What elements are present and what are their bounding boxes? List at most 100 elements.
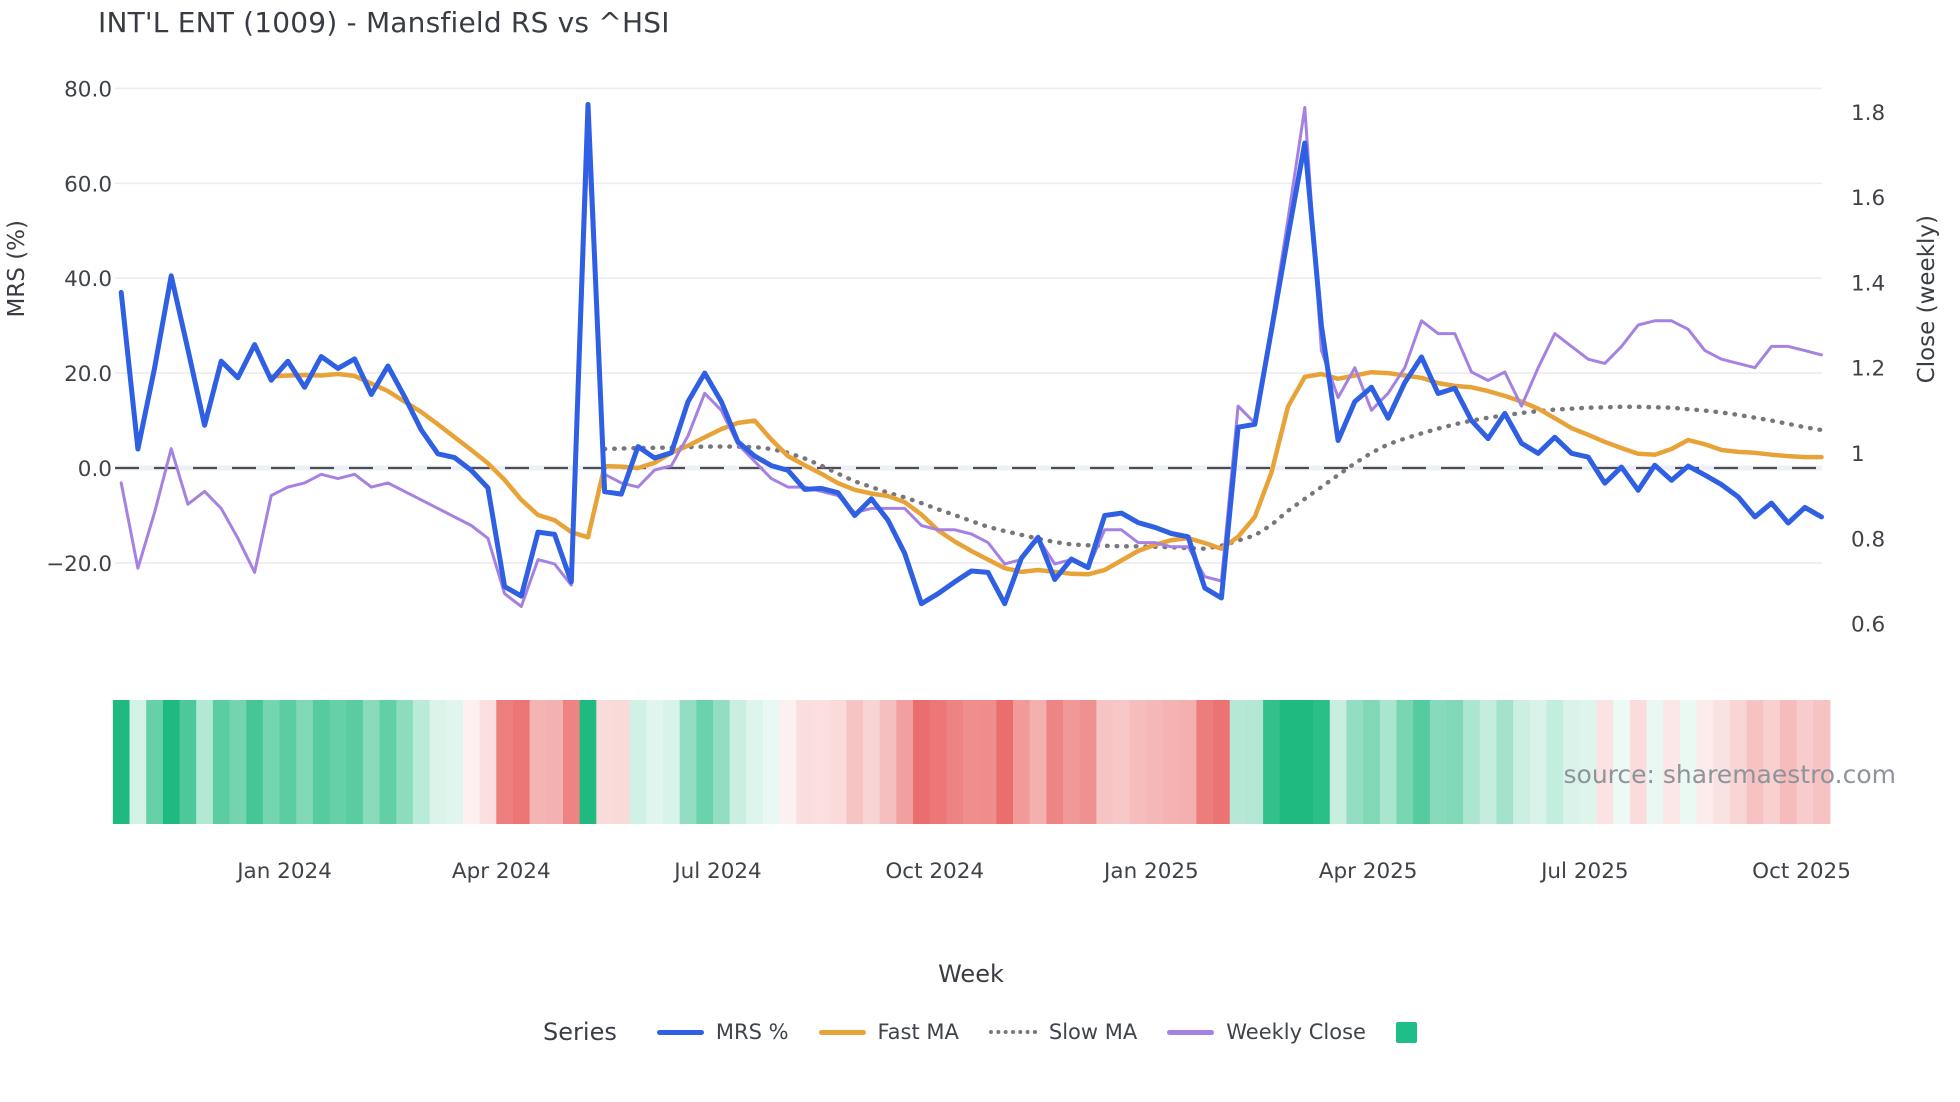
- right-axis-tick: 1.8: [1851, 101, 1885, 126]
- heatmap-cell: [512, 700, 531, 824]
- left-axis-tick: 20.0: [64, 362, 112, 387]
- legend-item-mrs-[interactable]: MRS %: [656, 1020, 789, 1044]
- legend-swatch: [1167, 1029, 1215, 1035]
- legend-label: Weekly Close: [1226, 1020, 1366, 1044]
- legend-item-weekly-close[interactable]: Weekly Close: [1167, 1020, 1366, 1044]
- heatmap-cell: [1029, 700, 1047, 824]
- heatmap-cell: [346, 700, 364, 824]
- heatmap-cell: [1546, 700, 1564, 824]
- heatmap-cell: [246, 700, 264, 824]
- heatmap-cell: [662, 700, 681, 824]
- heatmap-cell: [412, 700, 431, 824]
- heatmap-cell: [729, 700, 747, 824]
- heatmap-cell: [1396, 700, 1414, 824]
- heatmap-cell: [1213, 700, 1231, 824]
- heatmap-cell: [1813, 700, 1831, 824]
- heatmap-cell: [1246, 700, 1264, 824]
- heatmap-cell: [1663, 700, 1681, 824]
- heatmap-cell: [1163, 700, 1181, 824]
- heatmap-cell: [362, 700, 381, 824]
- heatmap-cell: [813, 700, 831, 824]
- legend-label: Fast MA: [877, 1020, 959, 1044]
- legend-label: Slow MA: [1048, 1020, 1138, 1044]
- heatmap-cell: [496, 700, 514, 824]
- heatmap-cell: [946, 700, 964, 824]
- heatmap-cell: [1579, 700, 1597, 824]
- heatmap-cell: [1613, 700, 1631, 824]
- x-axis-tick: Jan 2025: [1102, 859, 1199, 884]
- heatmap-cell: [879, 700, 897, 824]
- heatmap-cell: [1463, 700, 1481, 824]
- heatmap-cell: [112, 700, 131, 824]
- heatmap-cell: [379, 700, 397, 824]
- heatmap-cell: [229, 700, 247, 824]
- heatmap-cell: [1429, 700, 1447, 824]
- heatmap-cell: [212, 700, 231, 824]
- series-slow-ma: [602, 404, 1824, 551]
- x-axis-tick: Oct 2025: [1752, 859, 1851, 884]
- heatmap-cell: [1363, 700, 1381, 824]
- heatmap-cell: [612, 700, 631, 824]
- right-axis-tick: 0.8: [1851, 527, 1885, 552]
- heatmap-cell: [1229, 700, 1247, 824]
- heatmap-cell: [596, 700, 614, 824]
- heatmap-cell: [1563, 700, 1581, 824]
- heatmap-cell: [146, 700, 164, 824]
- heatmap-cell: [329, 700, 347, 824]
- source-watermark: source: sharemaestro.com: [1563, 760, 1897, 789]
- heatmap-cell: [1113, 700, 1131, 824]
- x-axis-tick: Jul 2024: [672, 859, 762, 884]
- heatmap-cell: [913, 700, 931, 824]
- heatmap-cell: [696, 700, 714, 824]
- heatmap-cell: [296, 700, 314, 824]
- left-axis-tick: 0.0: [78, 457, 112, 482]
- heatmap-cell: [1129, 700, 1147, 824]
- heatmap-cell: [1679, 700, 1698, 824]
- x-axis-tick: Jan 2024: [235, 859, 332, 884]
- heatmap-cell: [746, 700, 764, 824]
- heatmap-cell: [1263, 700, 1281, 824]
- heatmap-cell: [1779, 700, 1798, 824]
- legend-item-slow-ma[interactable]: Slow MA: [988, 1020, 1138, 1044]
- heatmap-cell: [1279, 700, 1297, 824]
- heatmap-cell: [312, 700, 331, 824]
- heatmap-cell: [1696, 700, 1714, 824]
- right-axis-tick: 1.6: [1851, 186, 1885, 211]
- x-axis-tick: Apr 2025: [1319, 859, 1418, 884]
- left-axis-tick: 80.0: [64, 77, 112, 102]
- legend-items: MRS % Fast MA Slow MA Weekly Close: [656, 1020, 1417, 1044]
- heatmap-cell: [1513, 700, 1531, 824]
- heatmap-cell: [1529, 700, 1547, 824]
- heatmap-cell: [446, 700, 464, 824]
- heatmap-cell: [162, 700, 181, 824]
- left-axis-tick: −20.0: [46, 552, 112, 577]
- legend-swatch: [818, 1029, 866, 1035]
- heatmap-cell: [1096, 700, 1114, 824]
- heatmap-cell: [1346, 700, 1364, 824]
- heatmap-cell: [262, 700, 281, 824]
- legend-swatch: [1395, 1021, 1417, 1043]
- legend-item-heatmap[interactable]: [1395, 1021, 1417, 1043]
- heatmap-cell: [829, 700, 847, 824]
- legend-title: Series: [543, 1018, 617, 1046]
- heatmap-cell: [963, 700, 981, 824]
- heatmap-cell: [762, 700, 781, 824]
- heatmap-cell: [1063, 700, 1081, 824]
- legend-swatch: [988, 1030, 1037, 1034]
- series-fast-ma: [268, 369, 1824, 577]
- legend-item-fast-ma[interactable]: Fast MA: [818, 1020, 959, 1044]
- legend-swatch: [656, 1029, 704, 1035]
- heatmap-cell: [562, 700, 581, 824]
- heatmap-cell: [579, 700, 597, 824]
- heatmap-cell: [1446, 700, 1464, 824]
- x-axis-title: Week: [938, 960, 1004, 988]
- heatmap-cell: [979, 700, 997, 824]
- series-weekly-close: [119, 106, 1823, 608]
- heatmap-cell: [1146, 700, 1164, 824]
- heatmap-cell: [129, 700, 147, 824]
- heatmap-cell: [1479, 700, 1497, 824]
- heatmap-cell: [179, 700, 197, 824]
- heatmap-cell: [1713, 700, 1731, 824]
